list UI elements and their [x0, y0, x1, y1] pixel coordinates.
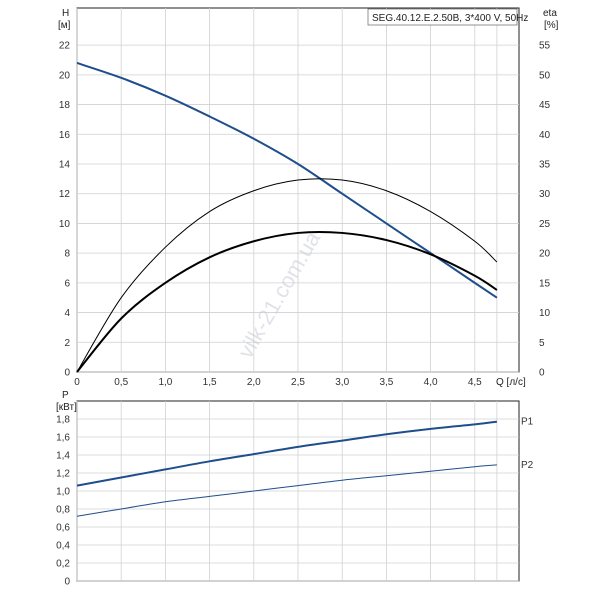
- y-tick-label-h: 0: [64, 368, 70, 379]
- top-plot-series: [76, 62, 498, 373]
- y2-tick-label-eta: 20: [539, 249, 551, 260]
- head-curve: [76, 62, 498, 299]
- p2-curve: [76, 464, 497, 517]
- x-tick-label: 3,5: [379, 377, 393, 388]
- top-plot-ticks: 0 0,5 1,0 1,5 2,0 2,5 3,0 3,5 4,0 4,5 0 2 4 6 8 10 12 14 1…: [59, 41, 551, 388]
- y2-axis-unit-eta: [%]: [544, 20, 559, 31]
- y2-tick-label-eta: 45: [539, 100, 551, 111]
- y2-tick-label-eta: 30: [539, 189, 551, 200]
- x-tick-label: 1,0: [158, 377, 172, 388]
- y-tick-label-h: 8: [64, 249, 70, 260]
- y-tick-label-p: 1,6: [56, 433, 70, 444]
- y-tick-label-h: 6: [64, 278, 70, 289]
- efficiency-curve-thick: [76, 230, 498, 373]
- x-tick-label: 4,5: [468, 377, 482, 388]
- x-tick-label: 1,5: [203, 377, 217, 388]
- bottom-plot-grid: [76, 401, 519, 582]
- y2-tick-label-eta: 40: [539, 130, 551, 141]
- y2-axis-label-eta: eta: [543, 8, 557, 19]
- efficiency-curve-thin: [76, 178, 498, 373]
- y-tick-label-h: 20: [59, 70, 71, 81]
- x-tick-label: 4,0: [424, 377, 438, 388]
- y-tick-label-h: 10: [59, 219, 71, 230]
- y2-tick-label-eta: 0: [539, 368, 545, 379]
- head-efficiency-plot: 0 0,5 1,0 1,5 2,0 2,5 3,0 3,5 4,0 4,5 0 2 4 6 8 10 12 14 1…: [58, 7, 559, 388]
- y2-tick-label-eta: 5: [539, 338, 545, 349]
- y-tick-label-p: 1,0: [56, 487, 70, 498]
- y-tick-label-p: 0,8: [56, 505, 70, 516]
- y-tick-label-h: 2: [64, 338, 70, 349]
- bottom-plot-ticks: 0 0,2 0,4 0,6 0,8 1,0 1,2 1,4 1,6 1,8: [56, 415, 70, 588]
- y-axis-label-h: H: [62, 8, 69, 19]
- y-tick-label-p: 0,6: [56, 523, 70, 534]
- model-label: SEG.40.12.E.2.50B, 3*400 V, 50Hz: [372, 13, 528, 24]
- x-tick-label: 0: [74, 377, 80, 388]
- y2-tick-label-eta: 55: [539, 41, 551, 52]
- y2-tick-label-eta: 35: [539, 160, 551, 171]
- p1-curve: [76, 420, 498, 487]
- y-tick-label-h: 12: [59, 189, 71, 200]
- x-tick-label: 3,0: [335, 377, 349, 388]
- y2-tick-label-eta: 50: [539, 70, 551, 81]
- y-tick-label-p: 1,8: [56, 415, 70, 426]
- power-plot: 0 0,2 0,4 0,6 0,8 1,0 1,2 1,4 1,6 1,8 P1 P2 P [кВт…: [56, 390, 534, 588]
- y-axis-label-p: P: [62, 390, 69, 401]
- y-tick-label-h: 4: [64, 308, 70, 319]
- bottom-plot-series: P1 P2: [76, 417, 534, 517]
- p2-label: P2: [521, 460, 534, 471]
- y-tick-label-p: 0,2: [56, 559, 70, 570]
- y-tick-label-h: 18: [59, 100, 71, 111]
- x-tick-label: 2,5: [291, 377, 305, 388]
- y-tick-label-p: 1,2: [56, 469, 70, 480]
- x-axis-label-q: Q [л/с]: [496, 377, 526, 388]
- model-label-box: [367, 8, 518, 26]
- y-tick-label-p: 0,4: [56, 541, 70, 552]
- y-tick-label-p: 1,4: [56, 451, 70, 462]
- y-axis-unit-h: [м]: [58, 20, 71, 31]
- x-tick-label: 2,0: [247, 377, 261, 388]
- y2-tick-label-eta: 10: [539, 308, 551, 319]
- y-axis-unit-p: [кВт]: [56, 402, 77, 413]
- y2-tick-label-eta: 15: [539, 278, 551, 289]
- y2-tick-label-eta: 25: [539, 219, 551, 230]
- p1-label: P1: [521, 417, 534, 428]
- y-tick-label-p: 0: [64, 577, 70, 588]
- y-tick-label-h: 22: [59, 41, 71, 52]
- y-tick-label-h: 16: [59, 130, 71, 141]
- y-tick-label-h: 14: [59, 160, 71, 171]
- x-tick-label: 0,5: [114, 377, 128, 388]
